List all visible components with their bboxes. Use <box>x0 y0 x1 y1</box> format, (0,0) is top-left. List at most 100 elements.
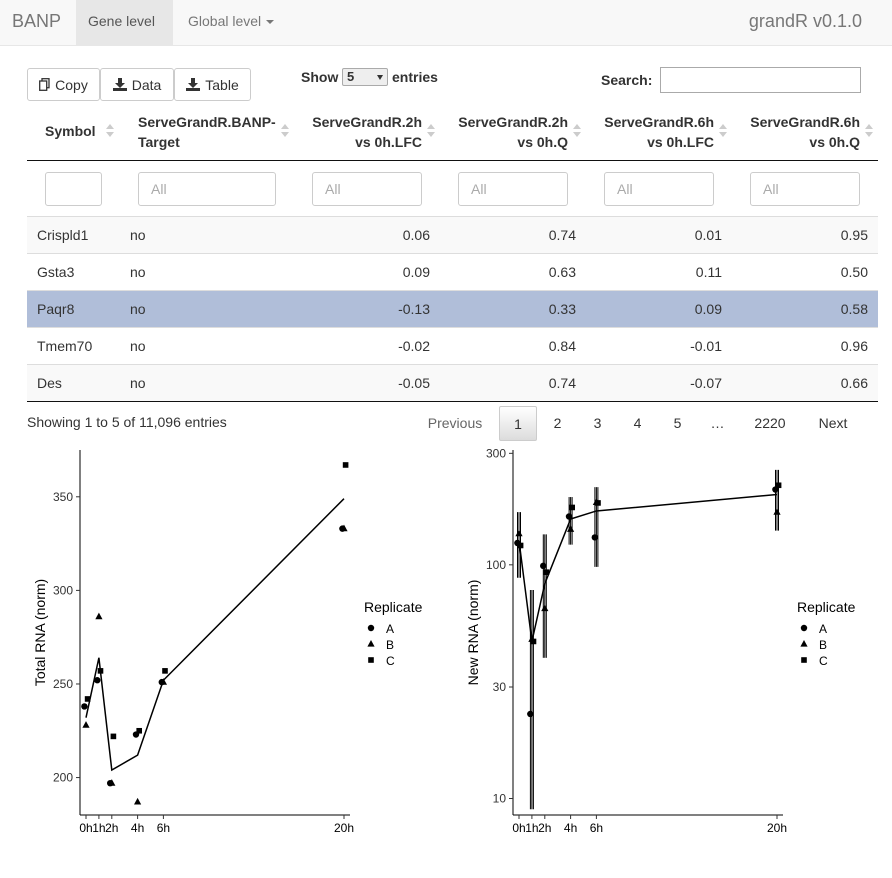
column-header-2h-q-line1: ServeGrandR.2h <box>458 114 568 130</box>
table-row[interactable]: Tmem70 no -0.02 0.84 -0.01 0.96 <box>27 327 878 364</box>
cell-lfc2: -0.05 <box>398 375 430 391</box>
data-point-B <box>95 612 103 620</box>
x-tick-label: 6h <box>157 821 170 835</box>
entries-select[interactable]: 5 <box>342 68 388 86</box>
table-row[interactable]: Des no -0.05 0.74 -0.07 0.66 <box>27 364 878 401</box>
data-point-C <box>517 542 524 549</box>
table-row[interactable]: Gsta3 no 0.09 0.63 0.11 0.50 <box>27 253 878 290</box>
sort-icon[interactable] <box>719 124 727 138</box>
filter-6h-lfc-input[interactable]: All <box>604 172 714 206</box>
x-tick-label: 20h <box>334 821 354 835</box>
mean-line <box>518 493 778 642</box>
column-header-6h-lfc-line2: vs 0h.LFC <box>647 134 714 150</box>
legend-entry: B <box>386 638 394 652</box>
x-tick-label: 2h <box>538 821 551 835</box>
legend-key-icon <box>800 624 808 632</box>
sort-icon[interactable] <box>865 124 873 138</box>
cell-lfc6: 0.09 <box>694 301 722 317</box>
y-tick-label: 300 <box>486 448 506 460</box>
sort-icon[interactable] <box>106 124 114 138</box>
tab-gene-level[interactable]: Gene level <box>76 0 173 46</box>
legend-entry: B <box>819 638 827 652</box>
filter-placeholder: All <box>151 181 167 197</box>
legend-key-icon <box>368 657 374 663</box>
column-header-2h-q-line2: vs 0h.Q <box>517 134 568 150</box>
data-point-A <box>540 562 547 570</box>
cell-target: no <box>130 375 146 391</box>
sort-icon[interactable] <box>573 124 581 138</box>
filter-placeholder: All <box>763 181 779 197</box>
column-header-6h-q[interactable]: ServeGrandR.6h vs 0h.Q <box>728 112 860 152</box>
y-tick-label: 10 <box>493 792 507 806</box>
column-header-2h-q[interactable]: ServeGrandR.2h vs 0h.Q <box>436 112 568 152</box>
filter-banp-target-input[interactable]: All <box>138 172 276 206</box>
x-tick-label: 2h <box>105 821 118 835</box>
table-row[interactable]: Crispld1 no 0.06 0.74 0.01 0.95 <box>27 216 878 253</box>
cell-q6: 0.50 <box>840 264 868 280</box>
data-point-A <box>94 677 101 684</box>
page-button-2[interactable]: 2 <box>553 415 562 431</box>
y-axis-label: New RNA (norm) <box>465 580 481 686</box>
copy-button[interactable]: Copy <box>27 68 100 101</box>
filter-symbol-input[interactable] <box>45 172 102 206</box>
tab-global-level[interactable]: Global level <box>176 0 286 46</box>
cell-symbol: Crispld1 <box>37 227 89 243</box>
cell-q2: 0.84 <box>548 338 576 354</box>
legend-key-icon <box>800 640 808 647</box>
data-point-C <box>569 504 575 511</box>
next-page-button[interactable]: Next <box>818 415 848 431</box>
data-point-C <box>595 500 601 506</box>
sort-icon[interactable] <box>281 124 289 138</box>
page-button-1[interactable]: 1 <box>499 406 537 441</box>
page-button-5[interactable]: 5 <box>673 415 682 431</box>
data-point-B <box>567 525 575 532</box>
column-header-banp-target[interactable]: ServeGrandR.BANP- Target <box>138 112 276 152</box>
cell-target: no <box>130 264 146 280</box>
download-icon <box>186 78 201 91</box>
download-table-button[interactable]: Table <box>174 68 251 101</box>
cell-q6: 0.95 <box>840 227 868 243</box>
table-info: Showing 1 to 5 of 11,096 entries <box>27 414 227 430</box>
filter-6h-q-input[interactable]: All <box>750 172 860 206</box>
x-tick-label: 0h <box>79 821 92 835</box>
page-button-3[interactable]: 3 <box>593 415 602 431</box>
cell-target: no <box>130 227 146 243</box>
page-button-last[interactable]: 2220 <box>754 415 786 431</box>
cell-q6: 0.58 <box>840 301 868 317</box>
cell-lfc6: 0.11 <box>695 264 722 280</box>
download-data-button[interactable]: Data <box>100 68 174 101</box>
cell-lfc2: -0.02 <box>398 338 430 354</box>
data-point-B <box>108 779 116 786</box>
column-header-symbol[interactable]: Symbol <box>45 121 96 141</box>
x-tick-label: 4h <box>564 821 577 835</box>
cell-q6: 0.96 <box>840 338 868 354</box>
data-point-C <box>543 569 550 575</box>
brand[interactable]: BANP <box>12 11 62 31</box>
column-header-2h-lfc-line1: ServeGrandR.2h <box>312 114 422 130</box>
table-row-selected[interactable]: Paqr8 no -0.13 0.33 0.09 0.58 <box>27 290 878 327</box>
data-point-A <box>591 534 598 541</box>
x-tick-label: 1h <box>525 821 538 835</box>
column-header-2h-lfc[interactable]: ServeGrandR.2h vs 0h.LFC <box>290 112 422 152</box>
cell-lfc2: 0.09 <box>402 264 430 280</box>
data-point-C <box>775 482 782 489</box>
data-point-B <box>515 529 523 537</box>
column-header-6h-lfc[interactable]: ServeGrandR.6h vs 0h.LFC <box>582 112 714 152</box>
page-ellipsis: … <box>710 415 725 431</box>
x-tick-label: 1h <box>92 821 105 835</box>
filter-2h-lfc-input[interactable]: All <box>312 172 422 206</box>
data-point-C <box>110 733 117 740</box>
data-point-C <box>97 668 104 674</box>
page-button-4[interactable]: 4 <box>633 415 642 431</box>
data-point-C <box>342 462 349 468</box>
search-input[interactable] <box>660 67 861 93</box>
filter-placeholder: All <box>325 181 341 197</box>
cell-symbol: Paqr8 <box>37 301 75 317</box>
navbar: BANP Gene level Global level grandR v0.1… <box>0 0 892 46</box>
y-tick-label: 30 <box>493 680 507 694</box>
previous-page-button[interactable]: Previous <box>427 415 483 431</box>
entries-label: entries <box>392 69 438 85</box>
download-icon <box>112 78 127 91</box>
sort-icon[interactable] <box>427 124 435 138</box>
filter-2h-q-input[interactable]: All <box>458 172 568 206</box>
